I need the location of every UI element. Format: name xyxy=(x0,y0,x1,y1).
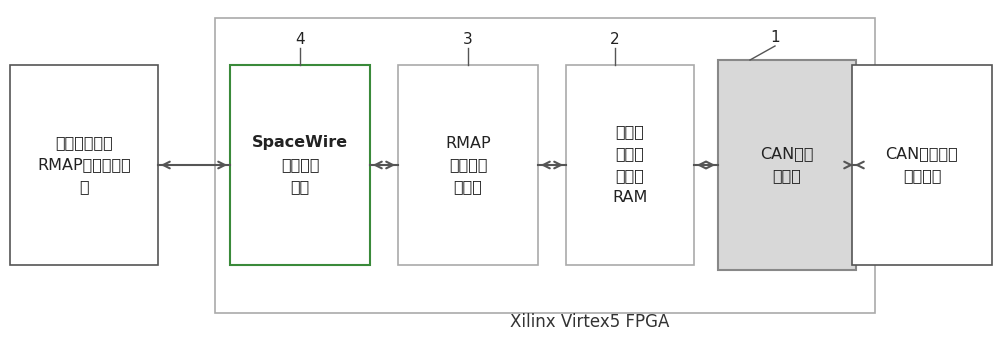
Bar xyxy=(215,18,875,313)
Text: 异步数: 异步数 xyxy=(616,125,644,140)
Text: 1: 1 xyxy=(770,31,780,45)
Text: 双端口: 双端口 xyxy=(616,169,644,184)
Text: 备: 备 xyxy=(79,180,89,195)
Text: 3: 3 xyxy=(463,33,473,48)
Bar xyxy=(10,65,158,265)
Text: 2: 2 xyxy=(610,33,620,48)
Text: 传感设备: 传感设备 xyxy=(903,169,941,184)
Bar xyxy=(230,65,370,265)
Text: 目标节点: 目标节点 xyxy=(449,158,487,173)
Text: RMAP: RMAP xyxy=(445,136,491,151)
Bar xyxy=(852,65,992,265)
Text: Xilinx Virtex5 FPGA: Xilinx Virtex5 FPGA xyxy=(510,313,670,331)
Bar xyxy=(398,65,538,265)
Text: 控制器: 控制器 xyxy=(454,180,482,195)
Text: SpaceWire: SpaceWire xyxy=(252,136,348,151)
Text: 星载计算机或: 星载计算机或 xyxy=(55,136,113,151)
Text: 4: 4 xyxy=(295,33,305,48)
Text: RAM: RAM xyxy=(612,191,648,206)
Text: RMAP发起节点设: RMAP发起节点设 xyxy=(37,158,131,173)
Text: 据收发: 据收发 xyxy=(616,147,644,162)
Text: 控制器: 控制器 xyxy=(773,169,801,184)
Text: 模块: 模块 xyxy=(290,180,310,195)
Text: CAN总线: CAN总线 xyxy=(760,147,814,162)
Bar xyxy=(718,60,856,270)
Text: CAN总线接口: CAN总线接口 xyxy=(886,147,958,162)
Text: 数据接口: 数据接口 xyxy=(281,158,319,173)
Bar xyxy=(566,65,694,265)
